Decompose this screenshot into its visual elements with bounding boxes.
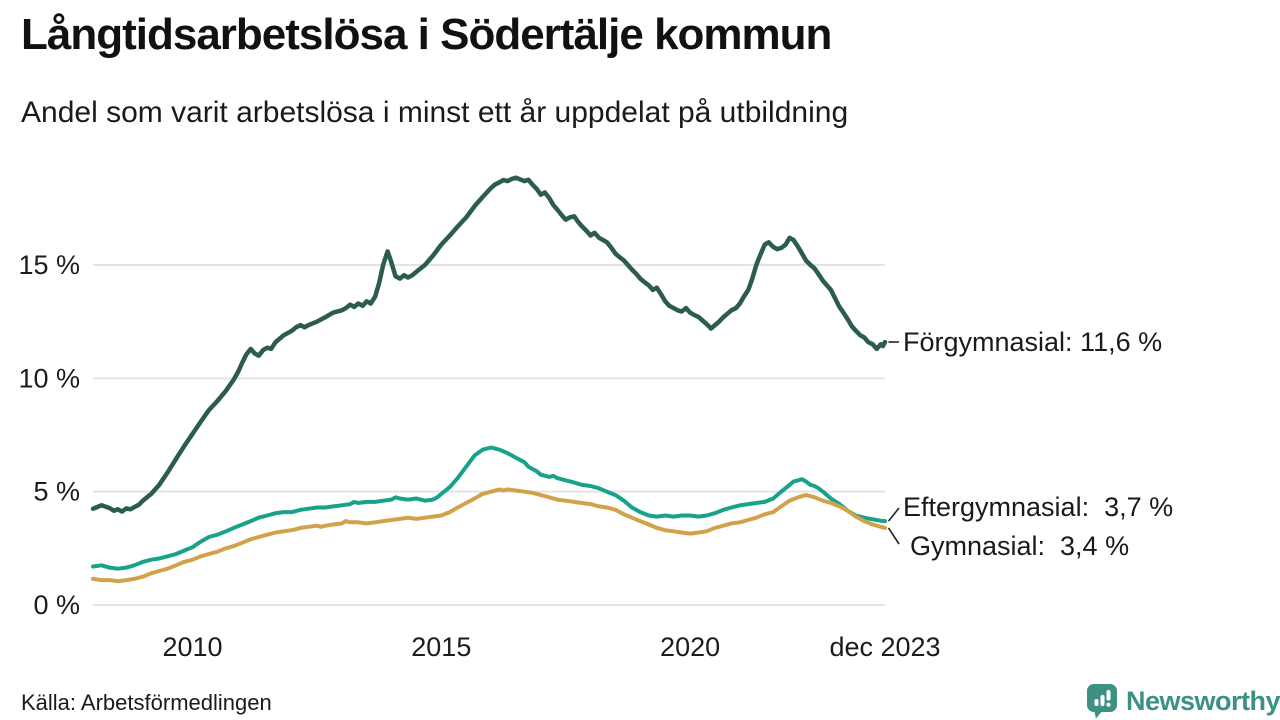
y-tick-label: 5 % bbox=[33, 477, 80, 507]
series-end-label-eftergymnasial: Eftergymnasial: 3,7 % bbox=[903, 492, 1174, 522]
newsworthy-icon bbox=[1087, 684, 1117, 719]
series-end-label-forgymnasial: Förgymnasial: 11,6 % bbox=[903, 327, 1163, 357]
label-connector-eftergymnasial bbox=[887, 507, 900, 522]
x-tick-label: 2010 bbox=[162, 632, 222, 662]
page-title: Långtidsarbetslösa i Södertälje kommun bbox=[21, 10, 832, 59]
y-tick-label: 0 % bbox=[33, 590, 80, 620]
source-note: Källa: Arbetsförmedlingen bbox=[21, 690, 272, 715]
page-subtitle: Andel som varit arbetslösa i minst ett å… bbox=[21, 96, 849, 129]
x-tick-label: dec 2023 bbox=[829, 632, 940, 662]
y-tick-label: 10 % bbox=[18, 363, 80, 393]
series-end-label-gymnasial: Gymnasial: 3,4 % bbox=[910, 531, 1130, 561]
series-line-forgymnasial bbox=[90, 175, 888, 514]
y-tick-label: 15 % bbox=[18, 250, 80, 280]
x-tick-label: 2015 bbox=[411, 632, 471, 662]
newsworthy-wordmark: Newsworthy bbox=[1126, 686, 1280, 716]
x-tick-label: 2020 bbox=[660, 632, 720, 662]
series-line-gymnasial bbox=[91, 487, 887, 584]
newsworthy-logo: Newsworthy bbox=[1086, 684, 1280, 719]
series-line-eftergymnasial bbox=[91, 445, 887, 571]
label-connector-gymnasial bbox=[887, 527, 900, 545]
